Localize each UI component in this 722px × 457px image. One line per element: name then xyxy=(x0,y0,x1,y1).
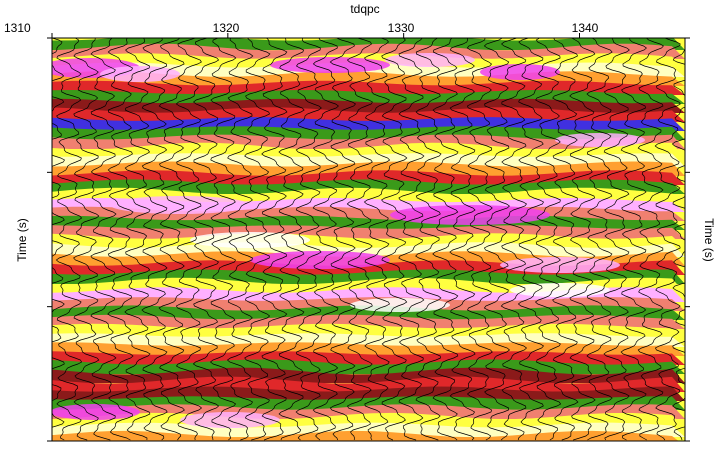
wiggle-trace xyxy=(671,49,685,441)
amplitude-highlight xyxy=(190,232,310,248)
wiggle-trace xyxy=(278,38,305,441)
wiggle-trace xyxy=(73,38,100,441)
wiggle-trace xyxy=(312,38,339,441)
chart-title: tdqpc xyxy=(350,2,379,16)
wiggle-trace xyxy=(432,38,459,441)
wiggle-trace xyxy=(637,38,664,441)
wiggle-trace xyxy=(52,38,65,428)
wiggle-trace xyxy=(466,38,493,441)
amplitude-highlight xyxy=(52,404,140,420)
wiggle-trace xyxy=(192,38,220,441)
wiggle-trace xyxy=(295,38,322,441)
wiggle-trace xyxy=(90,38,117,441)
y-axis-label-right: Time (s) xyxy=(702,218,716,262)
wiggle-trace xyxy=(449,38,476,441)
wiggle-trace xyxy=(107,38,134,441)
amplitude-highlight xyxy=(510,283,610,297)
wiggle-trace xyxy=(141,38,168,441)
color-band xyxy=(52,287,685,302)
amplitude-highlight xyxy=(250,251,390,269)
amplitude-highlight xyxy=(180,412,280,428)
wiggle-trace xyxy=(226,38,254,441)
y-axis-label-left: Time (s) xyxy=(15,218,29,262)
amplitude-highlight xyxy=(100,66,180,82)
wiggle-trace xyxy=(346,38,373,441)
wiggle-trace xyxy=(209,38,237,441)
wiggle-trace xyxy=(620,38,647,441)
wiggle-trace xyxy=(415,38,442,441)
wiggle-trace xyxy=(329,38,357,441)
wiggle-trace xyxy=(586,38,613,441)
wiggle-trace xyxy=(55,38,83,441)
wiggle-trace xyxy=(534,38,562,441)
wiggle-trace xyxy=(124,38,151,441)
color-band xyxy=(52,161,685,176)
wiggle-trace xyxy=(654,38,681,441)
color-band xyxy=(52,43,685,59)
color-band xyxy=(52,179,685,194)
x-tick-label-1320: 1320 xyxy=(213,21,240,35)
wiggle-trace xyxy=(517,38,545,441)
wiggle-trace xyxy=(398,38,425,441)
wiggle-trace xyxy=(175,38,203,441)
wiggle-trace xyxy=(244,38,271,441)
amplitude-highlight xyxy=(480,64,560,80)
color-band xyxy=(52,430,679,441)
amplitude-color-bands xyxy=(52,38,685,441)
amplitude-highlight xyxy=(500,257,620,273)
wiggle-trace xyxy=(603,38,630,441)
wiggle-trace xyxy=(569,38,596,441)
axis-ticks xyxy=(47,33,690,442)
plot-frame xyxy=(51,37,686,442)
wiggle-trace xyxy=(363,38,391,441)
wiggle-trace xyxy=(381,38,408,441)
amplitude-highlight xyxy=(270,57,390,73)
wiggle-traces xyxy=(52,38,685,441)
amplitude-highlight xyxy=(555,133,645,147)
amplitude-highlight xyxy=(390,205,550,225)
wiggle-trace xyxy=(158,38,185,441)
amplitude-highlight xyxy=(110,196,250,214)
wiggle-trace xyxy=(483,38,511,441)
x-tick-label-1340: 1340 xyxy=(572,21,599,35)
wiggle-trace xyxy=(261,38,288,441)
x-tick-label-1330: 1330 xyxy=(388,21,415,35)
x-tick-label-1310: 1310 xyxy=(4,21,31,35)
wiggle-trace xyxy=(500,38,528,441)
wiggle-trace xyxy=(552,38,579,441)
